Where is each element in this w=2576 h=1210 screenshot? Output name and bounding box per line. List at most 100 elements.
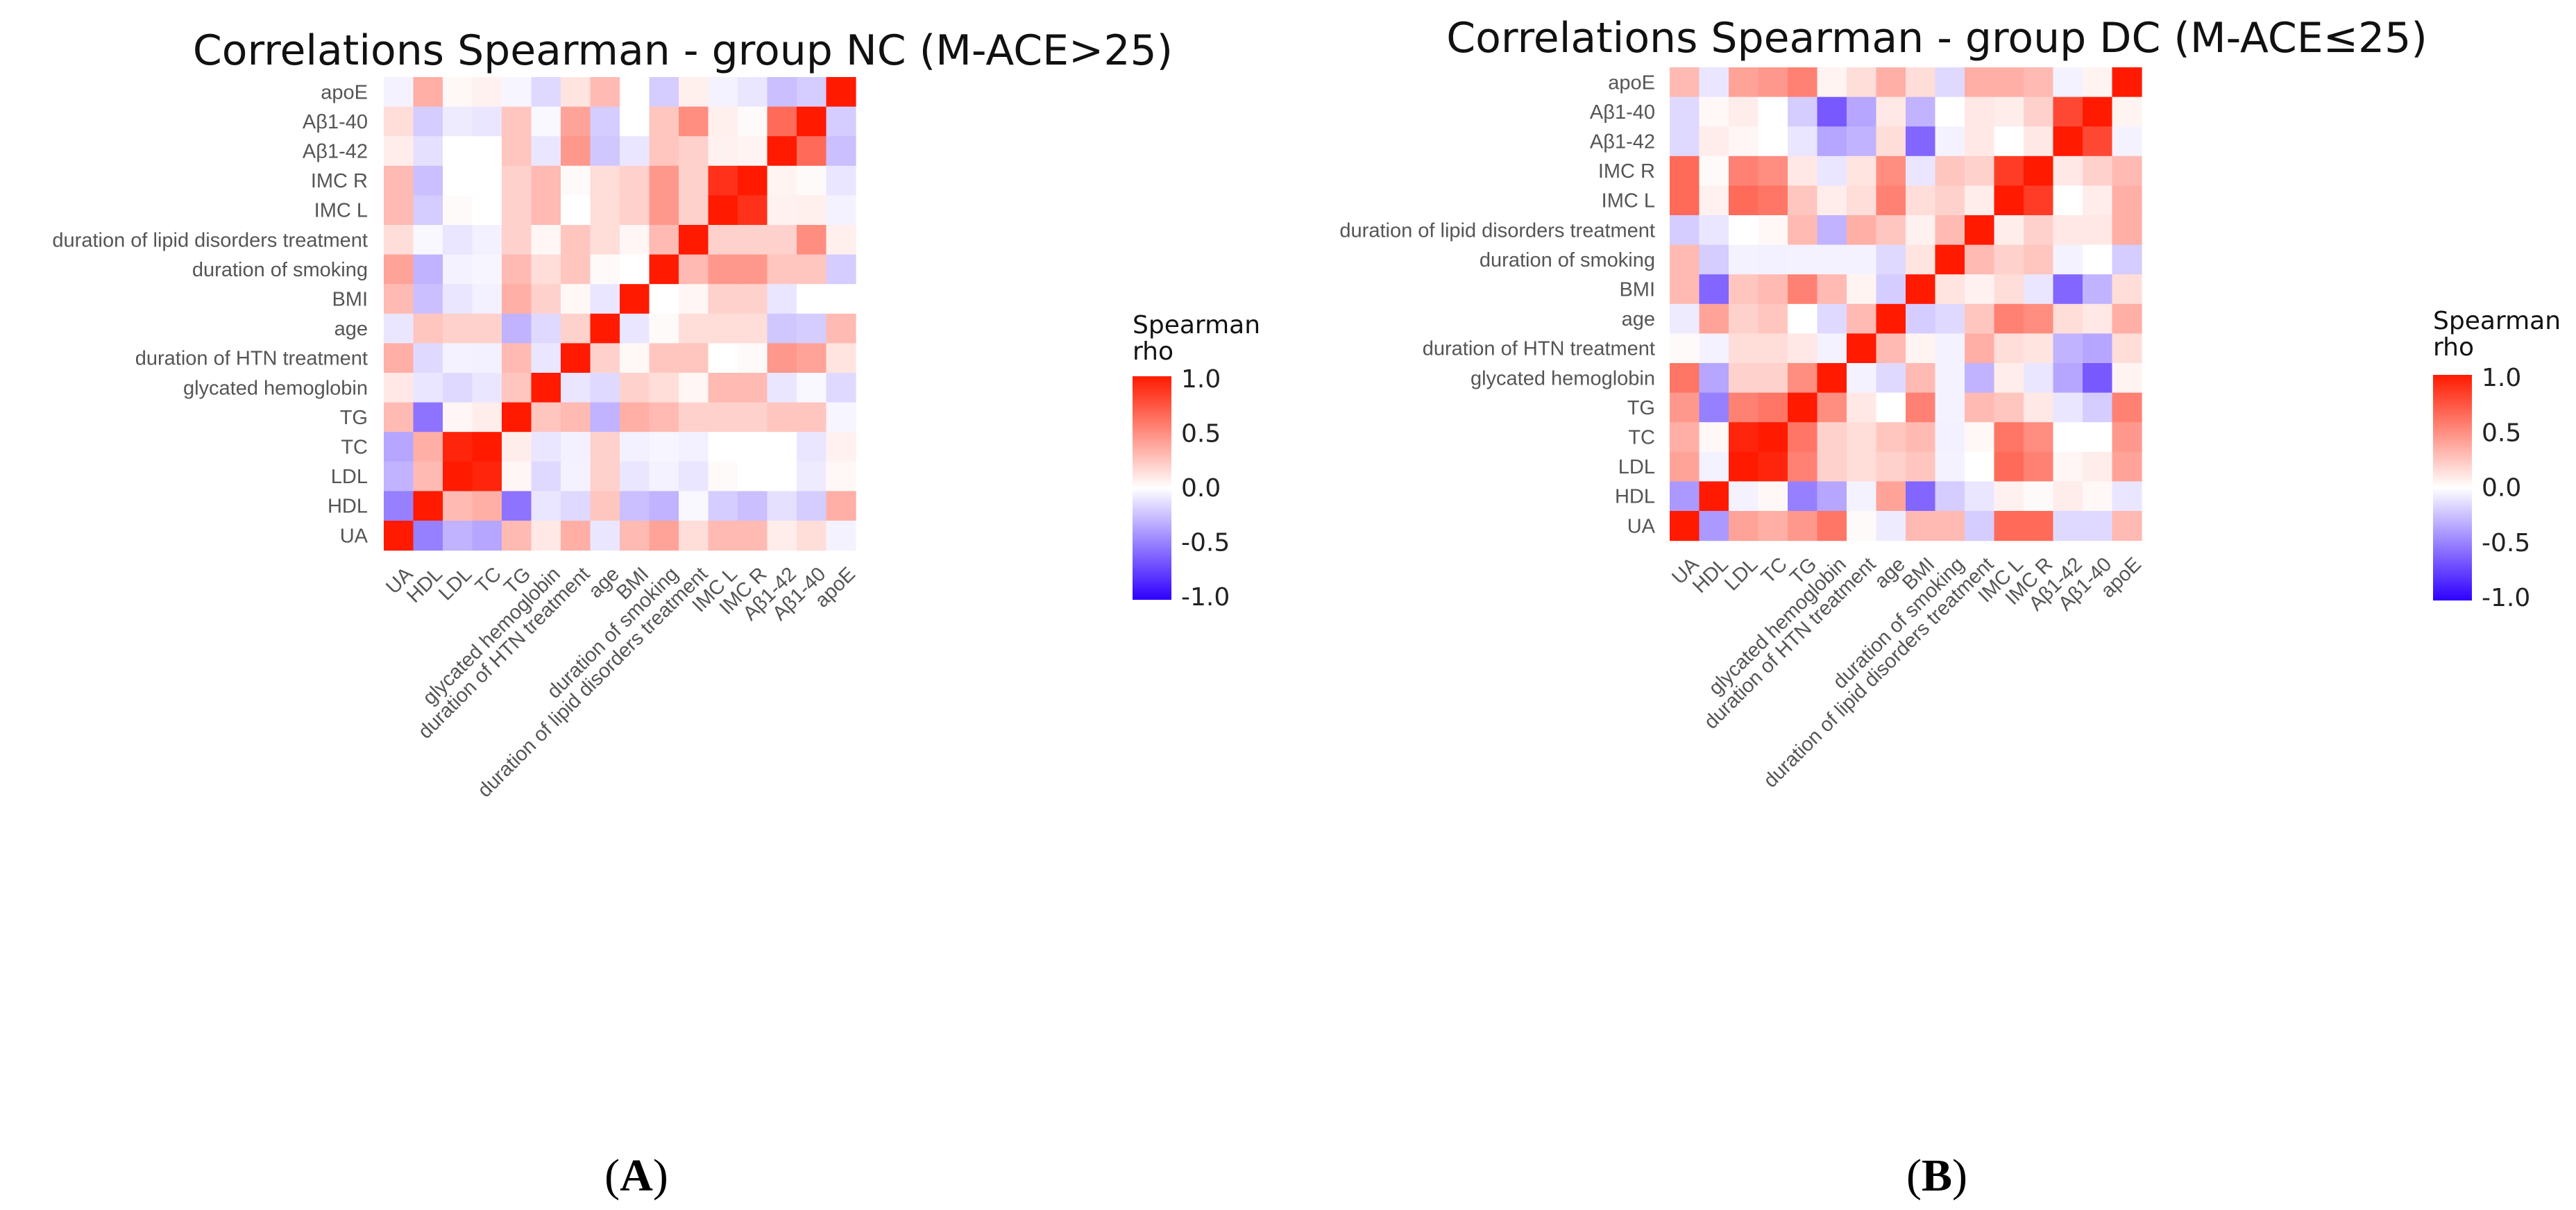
heatmap-b-cell-duration-of-lipid-disorders-treatment-age [1876,215,1906,246]
heatmap-b-cell-ab1-40-duration-of-smoking [1935,96,1965,127]
heatmap-b-row-label-duration-of-smoking: duration of smoking [1480,249,1655,271]
heatmap-b-cell-ua-tg [1788,511,1818,541]
heatmap-b-cell-age-age [1876,303,1906,334]
heatmap-b-cell-apoe-imc-l [1994,67,2024,98]
heatmap-a-row-label-imc-l: IMC L [314,200,368,222]
heatmap-a-row-labels: apoE Aβ1-40 Aβ1-42 IMC R IMC L duration of li… [52,81,368,547]
heatmap-b-cell-hdl-duration-of-htn-treatment [1847,481,1877,512]
heatmap-b-cell-age-ua [1670,303,1700,334]
heatmap-a-cell-hdl-tg [502,491,532,521]
heatmap-b-cell-ab1-42-imc-r [2024,126,2054,157]
heatmap-a-cell-ab1-40-age [590,106,620,137]
heatmap-a-cell-tg-glycated-hemoglobin [531,402,561,432]
heatmap-a-cell-duration-of-smoking-tc [472,254,502,285]
heatmap-a-cell-duration-of-smoking-tg [502,254,532,285]
heatmap-b-row-label-apoe: apoE [1608,72,1655,94]
heatmap-a-cell-imc-l-glycated-hemoglobin [531,195,561,226]
heatmap-a-row-label-hdl: HDL [328,496,368,518]
heatmap-a-row-label-ua: UA [340,525,368,547]
heatmap-b-cell-duration-of-htn-treatment-tc [1758,333,1788,364]
heatmap-a-cell-imc-l-apoe [826,195,856,226]
heatmap-b-cell-bmi-age [1876,274,1906,305]
heatmap-b-cell-tc-duration-of-htn-treatment [1847,422,1877,453]
heatmap-a-cell-hdl-ab1-40 [797,491,827,521]
heatmap-a-cell-glycated-hemoglobin-ua [384,373,414,403]
heatmap-b-cell-bmi-ua [1670,274,1700,305]
heatmap-b-cell-ua-ab1-40 [2083,511,2113,541]
heatmap-a-cell-hdl-age [590,491,620,521]
heatmap-b-cell-hdl-imc-l [1994,481,2024,512]
heatmap-b-row-labels: apoE Aβ1-40 Aβ1-42 IMC R IMC L duration of li… [1339,72,1655,537]
heatmap-b-cell-hdl-age [1876,481,1906,512]
heatmap-a-cell-apoe-ua [384,77,414,108]
heatmap-a-cell-glycated-hemoglobin-duration-of-lipid-disorders-treatment [679,373,709,403]
heatmap-a-cell-ab1-40-apoe [826,106,856,137]
heatmap-b-cell-duration-of-smoking-duration-of-htn-treatment [1847,244,1877,275]
heatmap-a-cell-age-ldl [443,313,473,344]
heatmap-b-cell-duration-of-htn-treatment-duration-of-lipid-disorders-treatment [1965,333,1995,364]
heatmap-b-cell-ab1-40-glycated-hemoglobin [1817,96,1847,127]
heatmap-a-cell-glycated-hemoglobin-bmi [620,373,650,403]
heatmap-b-cell-duration-of-smoking-ua [1670,244,1700,275]
heatmap-a-cell-tg-bmi [620,402,650,432]
heatmap-a-row-label-duration-of-smoking: duration of smoking [192,259,368,281]
heatmap-b-cell-imc-l-tc [1758,185,1788,216]
heatmap-b-cell-ua-ua [1670,511,1700,541]
heatmap-b-cell-apoe-tc [1758,67,1788,98]
heatmap-b-row-label-hdl: HDL [1615,486,1655,508]
heatmap-a-cell-duration-of-htn-treatment-ua [384,343,414,373]
heatmap-a-cell-hdl-apoe [826,491,856,521]
heatmap-b-cell-glycated-hemoglobin-duration-of-lipid-disorders-treatment [1965,363,1995,394]
heatmap-b-cell-tg-tc [1758,392,1788,423]
heatmap-a-cell-hdl-duration-of-lipid-disorders-treatment [679,491,709,521]
heatmap-a-cell-tc-age [590,432,620,462]
heatmap-b-cell-bmi-tc [1758,274,1788,305]
heatmap-a-cell-age-hdl [413,313,443,344]
heatmap-a-cell-tc-duration-of-htn-treatment [561,432,591,462]
heatmap-b-cell-ua-duration-of-htn-treatment [1847,511,1877,541]
heatmap-a-row-label-tc: TC [341,437,368,459]
heatmap-b-cell-imc-r-imc-l [1994,156,2024,186]
heatmap-b-cell-glycated-hemoglobin-hdl [1699,363,1729,394]
heatmap-b-cell-ab1-40-age [1876,96,1906,127]
heatmap-a-cell-age-duration-of-smoking [649,313,679,344]
heatmap-b-cell-bmi-ab1-42 [2053,274,2083,305]
heatmap-b-cell-duration-of-smoking-ab1-42 [2053,244,2083,275]
heatmap-a-cell-ab1-40-ab1-40 [797,106,827,137]
heatmap-b-cell-duration-of-lipid-disorders-treatment-duration-of-htn-treatment [1847,215,1877,246]
heatmap-b-cell-bmi-hdl [1699,274,1729,305]
heatmap-b-cell-tg-imc-l [1994,392,2024,423]
heatmap-a-cell-duration-of-lipid-disorders-treatment-ab1-40 [797,225,827,255]
heatmap-a-cell-imc-r-imc-l [708,165,738,196]
heatmap-b-cell-bmi-glycated-hemoglobin [1817,274,1847,305]
heatmap-a-cell-ab1-40-ldl [443,106,473,137]
legend-b-tick-label: 0.0 [2482,474,2521,503]
heatmap-b-cell-age-ldl [1729,303,1759,334]
heatmap-b-cell-imc-r-glycated-hemoglobin [1817,156,1847,186]
heatmap-a-cell-ldl-apoe [826,461,856,491]
heatmap-b-cell-age-apoe [2112,303,2142,334]
heatmap-a-cell-duration-of-htn-treatment-duration-of-htn-treatment [561,343,591,373]
heatmap-a-cell-apoe-glycated-hemoglobin [531,77,561,108]
heatmap-a-cell-glycated-hemoglobin-imc-r [738,373,768,403]
heatmap-b-cell-age-ab1-42 [2053,303,2083,334]
heatmap-a-cell-duration-of-htn-treatment-age [590,343,620,373]
heatmap-a-cell-tg-age [590,402,620,432]
heatmap-a-cell-hdl-hdl [413,491,443,521]
heatmap-b-cell-imc-l-imc-l [1994,185,2024,216]
heatmap-b-cell-apoe-tg [1788,67,1818,98]
heatmap-b-cell-apoe-bmi [1906,67,1936,98]
heatmap-b-cell-duration-of-htn-treatment-duration-of-smoking [1935,333,1965,364]
heatmap-a-cell-imc-l-tc [472,195,502,226]
heatmap-a-cell-ab1-40-hdl [413,106,443,137]
heatmap-a-cell-ab1-40-ab1-42 [767,106,797,137]
heatmap-a-cell-duration-of-htn-treatment-ab1-42 [767,343,797,373]
heatmap-a-cell-ab1-42-duration-of-htn-treatment [561,136,591,167]
heatmap-b-cell-ua-bmi [1906,511,1936,541]
heatmap-a-cell-imc-r-imc-r [738,165,768,196]
panel-letter-a-text: A [620,1150,653,1201]
heatmap-b-cell-tc-glycated-hemoglobin [1817,422,1847,453]
heatmap-a-cell-apoe-ab1-40 [797,77,827,108]
heatmap-a-cell-ab1-42-ua [384,136,414,167]
heatmap-b-cell-glycated-hemoglobin-ldl [1729,363,1759,394]
